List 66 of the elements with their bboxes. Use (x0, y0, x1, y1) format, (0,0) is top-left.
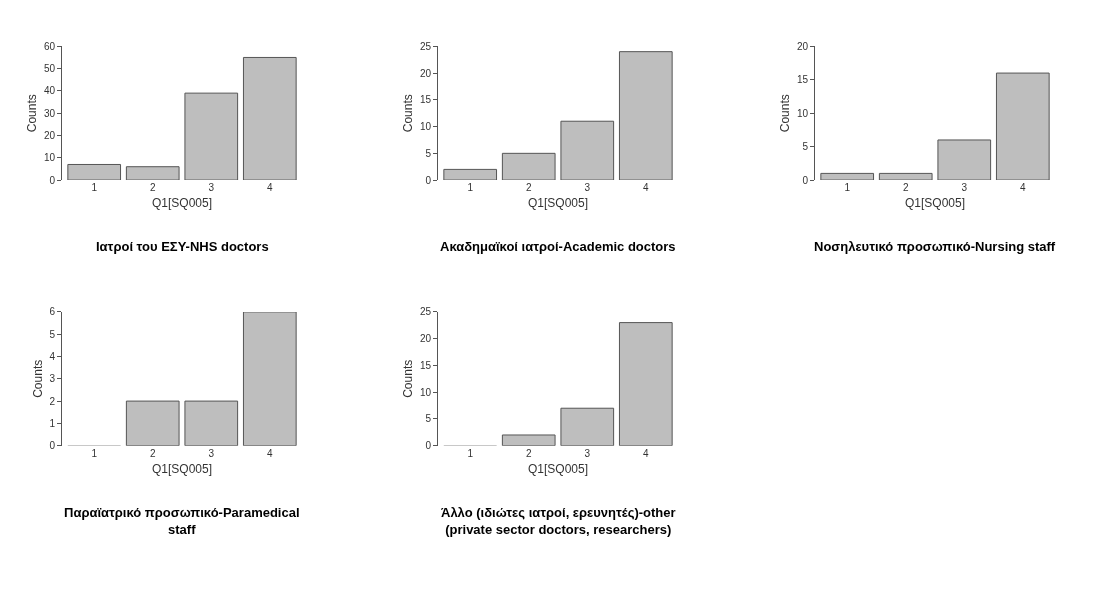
y-tick-label: 20 (419, 67, 432, 79)
x-axis-title: Q1[SQ005] (151, 461, 213, 476)
x-axis-title: Q1[SQ005] (904, 195, 966, 210)
x-tick-label: 3 (961, 182, 968, 194)
x-axis-title: Q1[SQ005] (151, 195, 213, 210)
y-axis-title: Counts (778, 94, 793, 133)
y-tick-label: 0 (49, 440, 56, 452)
y-axis-title: Counts (401, 359, 416, 398)
x-tick-label: 3 (584, 182, 591, 194)
x-tick-label: 1 (467, 447, 474, 459)
x-tick-label: 2 (902, 182, 909, 194)
y-tick-label: 40 (43, 85, 56, 97)
text: Άλλο (ιδιώτες ιατροί, ερευνητές)-other (private sector doctors, researchers) (441, 505, 676, 537)
y-tick-label: 50 (43, 63, 56, 75)
x-tick-label: 1 (91, 447, 98, 459)
x-axis-title: Q1[SQ005] (527, 195, 589, 210)
y-tick-label: 5 (802, 141, 809, 153)
x-axis-title: Q1[SQ005] (527, 461, 589, 476)
y-tick-label: 5 (425, 147, 432, 159)
y-tick-label: 15 (419, 94, 432, 106)
y-tick-label: 0 (802, 174, 809, 186)
text: Ιατροί του ΕΣΥ-NHS doctors (96, 239, 269, 254)
x-tick-label: 2 (525, 447, 532, 459)
y-tick-label: 0 (49, 174, 56, 186)
x-tick-label: 1 (91, 182, 98, 194)
y-tick-label: 15 (796, 74, 809, 86)
text: Ακαδημαϊκοί ιατροί-Academic doctors (440, 239, 676, 254)
y-axis-title: Counts (30, 359, 45, 398)
y-tick-label: 10 (796, 107, 809, 119)
x-tick-label: 3 (584, 447, 591, 459)
x-tick-label: 2 (525, 182, 532, 194)
x-tick-label: 3 (208, 447, 215, 459)
y-axis-title: Counts (25, 94, 40, 133)
y-axis-title: Counts (401, 94, 416, 133)
text: Παραϊατρικό προσωπικό-Paramedical staff (64, 505, 300, 537)
x-tick-label: 4 (267, 182, 274, 194)
y-tick-label: 3 (49, 373, 56, 385)
y-tick-label: 30 (43, 107, 56, 119)
y-tick-label: 10 (419, 386, 432, 398)
y-tick-label: 20 (796, 40, 809, 52)
y-tick-label: 60 (43, 40, 56, 52)
y-tick-label: 20 (419, 333, 432, 345)
y-tick-label: 5 (49, 328, 56, 340)
x-tick-label: 4 (643, 182, 650, 194)
x-tick-label: 4 (1020, 182, 1027, 194)
y-tick-label: 25 (419, 40, 432, 52)
y-tick-label: 10 (419, 121, 432, 133)
x-tick-label: 4 (267, 447, 274, 459)
y-tick-label: 0 (425, 174, 432, 186)
x-tick-label: 4 (643, 447, 650, 459)
x-tick-label: 3 (208, 182, 215, 194)
x-tick-label: 2 (149, 447, 156, 459)
text: Νοσηλευτικό προσωπικό-Nursing staff (814, 239, 1056, 254)
y-tick-label: 20 (43, 130, 56, 141)
x-tick-label: 1 (467, 182, 474, 194)
y-tick-label: 10 (43, 152, 56, 164)
y-tick-label: 0 (425, 440, 432, 452)
y-tick-label: 6 (49, 306, 56, 318)
y-tick-label: 2 (49, 395, 56, 407)
y-tick-label: 25 (419, 306, 432, 318)
y-tick-label: 5 (425, 413, 432, 425)
x-tick-label: 2 (149, 182, 156, 194)
x-tick-label: 1 (844, 182, 851, 194)
y-tick-label: 15 (419, 359, 432, 371)
y-tick-label: 1 (49, 417, 56, 429)
y-tick-label: 4 (49, 350, 56, 362)
